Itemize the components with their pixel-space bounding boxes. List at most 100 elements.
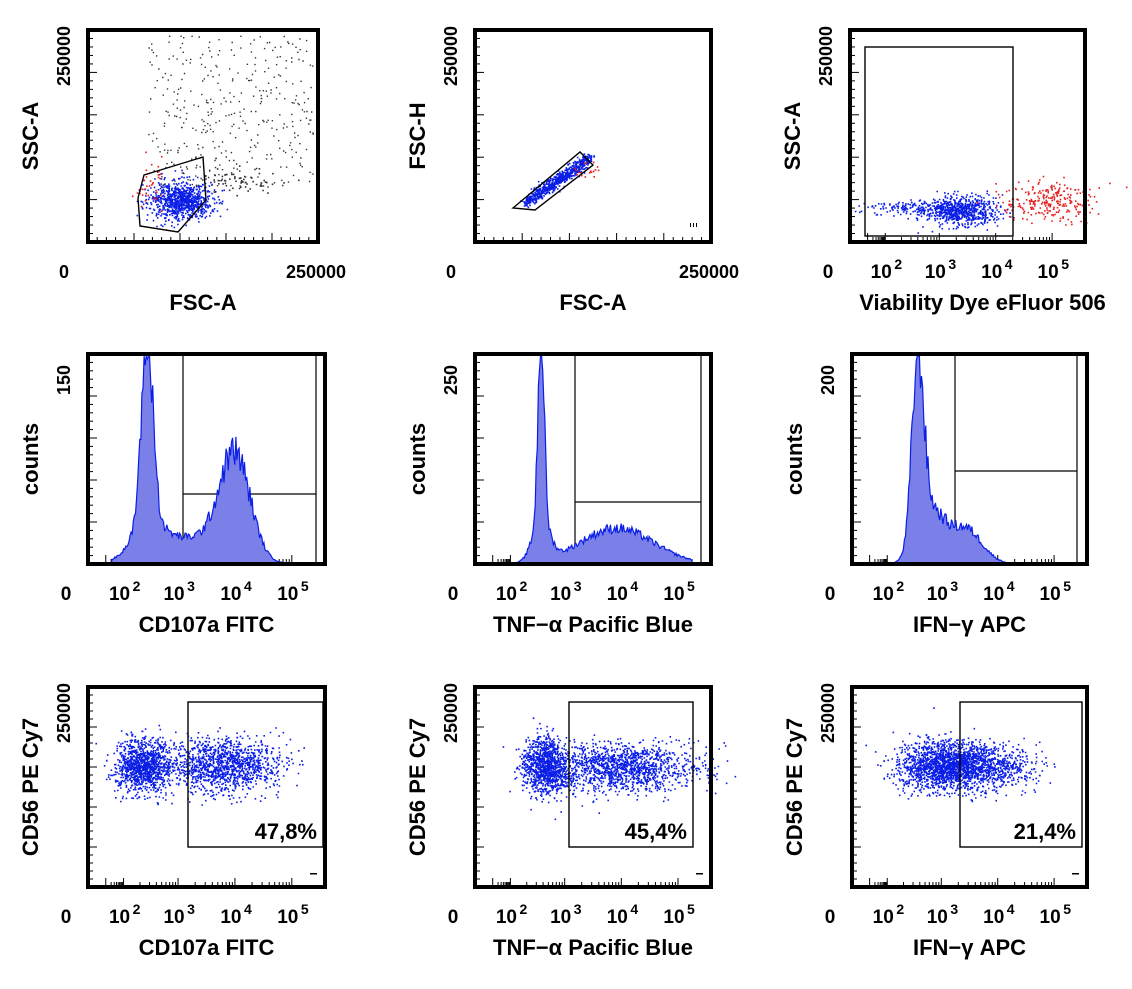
events-positive	[929, 737, 1056, 799]
events-negative	[514, 717, 580, 821]
x-tick-label: 0	[61, 584, 72, 605]
polygon-gate	[137, 156, 207, 233]
plot-frame-9	[850, 685, 1089, 889]
x-axis-label: CD107a FITC	[139, 612, 275, 637]
histogram-area	[498, 355, 693, 565]
x-tick-label: 10	[109, 584, 130, 605]
y-tick-label: 250000	[441, 683, 461, 743]
x-tick-label: 10	[983, 584, 1004, 605]
plot-frame-8	[473, 685, 713, 889]
dead-events	[976, 175, 1128, 226]
x-tick-label: 10	[981, 262, 1002, 283]
x-tick-exponent: 4	[1007, 578, 1015, 594]
plot-frame-3	[848, 28, 1087, 244]
x-tick-label: 10	[220, 584, 241, 605]
gate-percent-label: 45,4%	[625, 819, 687, 844]
x-tick-label: 0	[61, 907, 72, 928]
y-axis-label: CD56 PE Cy7	[405, 718, 430, 856]
y-axis-label: FSC-H	[405, 102, 430, 169]
gate-percent-label: 47,8%	[255, 819, 317, 844]
y-axis-label: CD56 PE Cy7	[18, 718, 43, 856]
events-negative	[865, 707, 1041, 803]
x-tick-label: 0	[823, 262, 834, 283]
histogram-4	[111, 355, 307, 565]
y-axis-label: counts	[405, 423, 430, 495]
x-tick-exponent: 5	[687, 901, 695, 917]
x-tick-exponent: 4	[1005, 256, 1013, 272]
panel-p7: 47,8%	[88, 694, 324, 887]
x-tick-exponent: 5	[1063, 578, 1071, 594]
x-axis-label: IFN−γ APC	[913, 612, 1026, 637]
y-tick-label: 150	[54, 365, 74, 395]
x-tick-exponent: 2	[133, 578, 141, 594]
x-tick-exponent: 3	[574, 578, 582, 594]
y-axis-label: counts	[782, 423, 807, 495]
x-tick-label: 0	[59, 262, 69, 282]
debris-events	[197, 165, 300, 197]
x-tick-exponent: 4	[1007, 901, 1015, 917]
x-tick-exponent: 5	[1061, 256, 1069, 272]
x-axis-label: IFN−γ APC	[913, 935, 1026, 960]
panel-p9: 21,4%	[852, 694, 1083, 887]
x-axis-label: TNF−α Pacific Blue	[493, 935, 693, 960]
x-tick-label: 10	[163, 584, 184, 605]
x-tick-label: 10	[607, 907, 628, 928]
x-tick-label: 250000	[679, 262, 739, 282]
x-tick-exponent: 2	[896, 578, 904, 594]
x-tick-label: 0	[825, 907, 836, 928]
x-tick-label: 0	[448, 584, 459, 605]
panel-p5	[475, 354, 702, 564]
x-axis-label: TNF−α Pacific Blue	[493, 612, 693, 637]
y-tick-label: 200	[818, 365, 838, 395]
histogram-area	[111, 355, 307, 565]
x-tick-label: 0	[448, 907, 459, 928]
x-tick-label: 10	[1040, 584, 1061, 605]
x-tick-label: 10	[663, 907, 684, 928]
x-tick-exponent: 5	[1063, 901, 1071, 917]
axis-labels-2: FSC-H 250000 0 250000 FSC-A	[405, 26, 739, 315]
axis-labels-1: SSC-A 250000 0 250000 FSC-A	[18, 26, 346, 315]
y-axis-label: SSC-A	[780, 102, 805, 171]
histogram-5	[498, 355, 693, 565]
x-tick-exponent: 3	[574, 901, 582, 917]
x-tick-exponent: 3	[950, 901, 958, 917]
plot-frame-2	[473, 28, 713, 244]
x-tick-exponent: 4	[630, 901, 638, 917]
gated-events	[136, 169, 229, 229]
x-tick-label: 10	[550, 584, 571, 605]
events-positive	[88, 727, 305, 806]
x-tick-label: 10	[983, 907, 1004, 928]
x-tick-label: 10	[1038, 262, 1059, 283]
x-tick-exponent: 3	[948, 256, 956, 272]
event-count-marker	[690, 223, 697, 227]
x-axis-label: FSC-A	[559, 290, 626, 315]
x-tick-label: 10	[220, 907, 241, 928]
x-tick-label: 10	[496, 584, 517, 605]
x-tick-label: 10	[927, 907, 948, 928]
y-tick-label: 250000	[818, 683, 838, 743]
live-events	[905, 190, 1012, 242]
x-tick-label: 10	[277, 584, 298, 605]
x-tick-exponent: 4	[244, 901, 252, 917]
x-tick-label: 250000	[286, 262, 346, 282]
y-tick-label: 250000	[54, 683, 74, 743]
y-tick-label: 250	[441, 365, 461, 395]
x-tick-label: 10	[871, 262, 892, 283]
gated-events	[520, 153, 595, 209]
event-count-marker	[310, 873, 317, 875]
x-tick-label: 10	[927, 584, 948, 605]
histogram-6	[875, 355, 1069, 565]
plot-frame-6	[850, 352, 1089, 566]
event-count-marker	[1072, 873, 1079, 875]
x-tick-exponent: 2	[894, 256, 902, 272]
gate-rectangle	[959, 701, 1083, 848]
x-tick-exponent: 2	[520, 901, 528, 917]
plot-frame-5	[473, 352, 713, 566]
x-tick-label: 10	[550, 907, 571, 928]
x-tick-exponent: 3	[950, 578, 958, 594]
x-tick-label: 10	[109, 907, 130, 928]
